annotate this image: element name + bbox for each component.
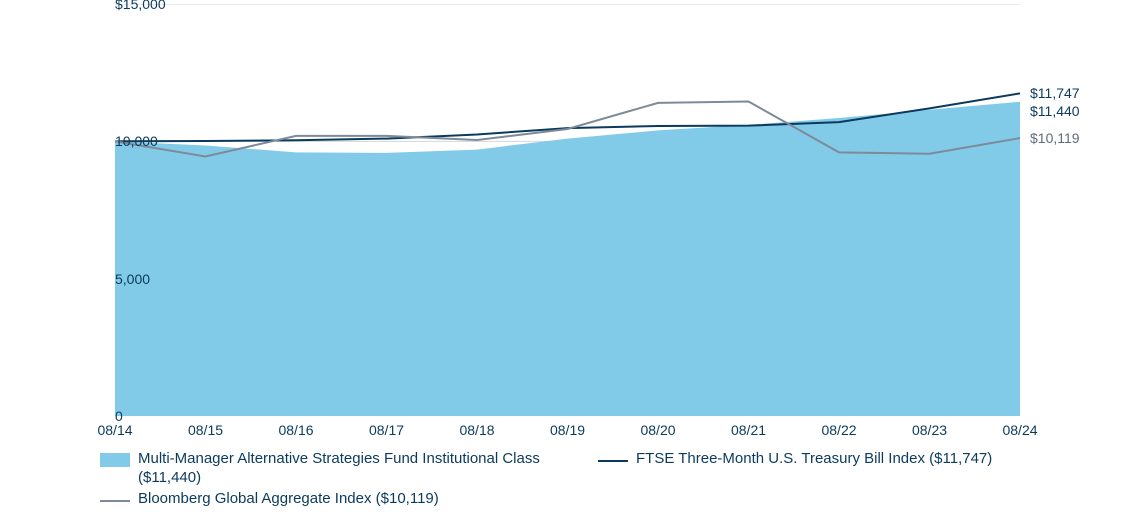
y-tick-label: $15,000 [115,0,127,12]
series-area-fund [115,102,1020,416]
growth-chart: 05,00010,000$15,000 08/1408/1508/1608/17… [0,0,1121,515]
legend-label: Bloomberg Global Aggregate Index ($10,11… [138,490,439,509]
y-tick-label: 5,000 [115,271,127,287]
legend-row: Bloomberg Global Aggregate Index ($10,11… [100,490,1101,511]
legend: Multi-Manager Alternative Strategies Fun… [100,450,1101,510]
legend-item-bloomberg: Bloomberg Global Aggregate Index ($10,11… [100,490,439,509]
end-label-bloomberg: $10,119 [1030,130,1080,146]
legend-label: Multi-Manager Alternative Strategies Fun… [138,450,558,488]
legend-swatch [100,493,130,507]
x-tick-label: 08/20 [640,416,675,438]
x-tick-label: 08/23 [912,416,947,438]
x-tick-label: 08/15 [188,416,223,438]
x-tick-label: 08/17 [369,416,404,438]
end-label-ftse: $11,747 [1030,85,1080,101]
end-label-fund: $11,440 [1030,103,1080,119]
x-tick-label: 08/22 [821,416,856,438]
y-tick-label: 10,000 [115,133,127,149]
legend-label: FTSE Three-Month U.S. Treasury Bill Inde… [636,450,992,469]
legend-item-fund: Multi-Manager Alternative Strategies Fun… [100,450,558,488]
legend-item-ftse: FTSE Three-Month U.S. Treasury Bill Inde… [598,450,992,488]
legend-swatch [100,453,130,467]
x-tick-label: 08/21 [731,416,766,438]
plot-area [115,4,1020,416]
plot-svg [115,4,1020,416]
x-tick-label: 08/14 [97,416,132,438]
legend-swatch [598,453,628,467]
x-tick-label: 08/16 [278,416,313,438]
x-tick-label: 08/18 [459,416,494,438]
x-tick-label: 08/19 [550,416,585,438]
x-tick-label: 08/24 [1002,416,1037,438]
legend-row: Multi-Manager Alternative Strategies Fun… [100,450,1101,490]
